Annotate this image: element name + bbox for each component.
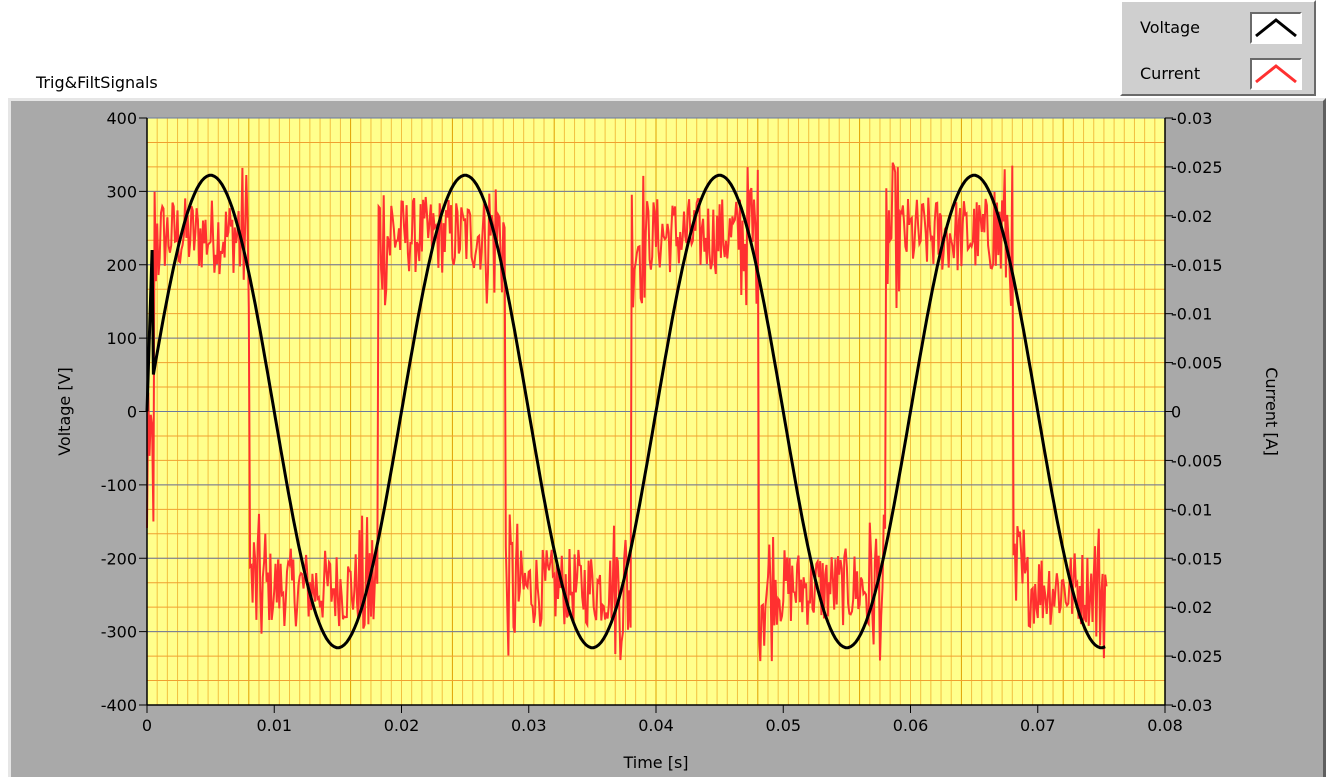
y-tick-label: -400 [101,696,137,715]
y2-tick-label: 0 [1171,403,1181,422]
y-tick-label: 300 [106,182,137,201]
x-tick-label: 0.04 [638,716,674,735]
current-line-icon [1250,58,1302,90]
y-tick-label: 200 [106,256,137,275]
x-tick-label: 0.08 [1147,716,1183,735]
y2-tick-label: -0.025 [1171,158,1223,177]
voltage-line-icon [1250,12,1302,44]
legend-label-voltage: Voltage [1140,18,1201,37]
chart-title: Trig&FiltSignals [36,73,158,92]
y-tick-label: -300 [101,623,137,642]
y2-tick-label: -0.005 [1171,451,1223,470]
x-tick-label: 0.06 [893,716,929,735]
y2-tick-label: -0.03 [1171,696,1212,715]
legend-label-current: Current [1140,64,1201,83]
x-tick-label: 0.05 [765,716,801,735]
y2-tick-label: -0.03 [1171,109,1212,128]
y2-axis-title: Current [A] [1262,367,1281,456]
y-tick-label: -200 [101,549,137,568]
grid-layer [146,117,1166,706]
y-tick-label: -100 [101,476,137,495]
legend-item-current[interactable]: Current [1122,52,1314,96]
y2-tick-label: -0.015 [1171,256,1223,275]
x-tick-label: 0 [142,716,152,735]
x-axis-title: Time [s] [622,753,688,772]
y-tick-label: 400 [106,109,137,128]
voltage-series-line [145,173,1106,650]
legend: Voltage Current [1120,0,1316,96]
y2-tick-label: -0.01 [1171,305,1212,324]
y2-tick-label: -0.02 [1171,207,1212,226]
legend-item-voltage[interactable]: Voltage [1122,6,1314,50]
x-tick-label: 0.01 [256,716,292,735]
y2-tick-label: -0.02 [1171,598,1212,617]
y2-tick-label: -0.015 [1171,549,1223,568]
x-tick-label: 0.03 [511,716,547,735]
x-tick-label: 0.02 [384,716,420,735]
y-tick-label: 0 [127,403,137,422]
y-axis-title: Voltage [V] [55,367,74,456]
y2-tick-label: -0.025 [1171,647,1223,666]
y-tick-label: 100 [106,329,137,348]
y2-tick-label: -0.01 [1171,500,1212,519]
axes-layer: 400 300 200 100 0 -100 -200 -300 -400 -0.03 -0.025… [55,109,1281,772]
x-tick-label: 0.07 [1020,716,1056,735]
y2-tick-label: -0.005 [1171,354,1223,373]
series-layer [145,162,1108,662]
